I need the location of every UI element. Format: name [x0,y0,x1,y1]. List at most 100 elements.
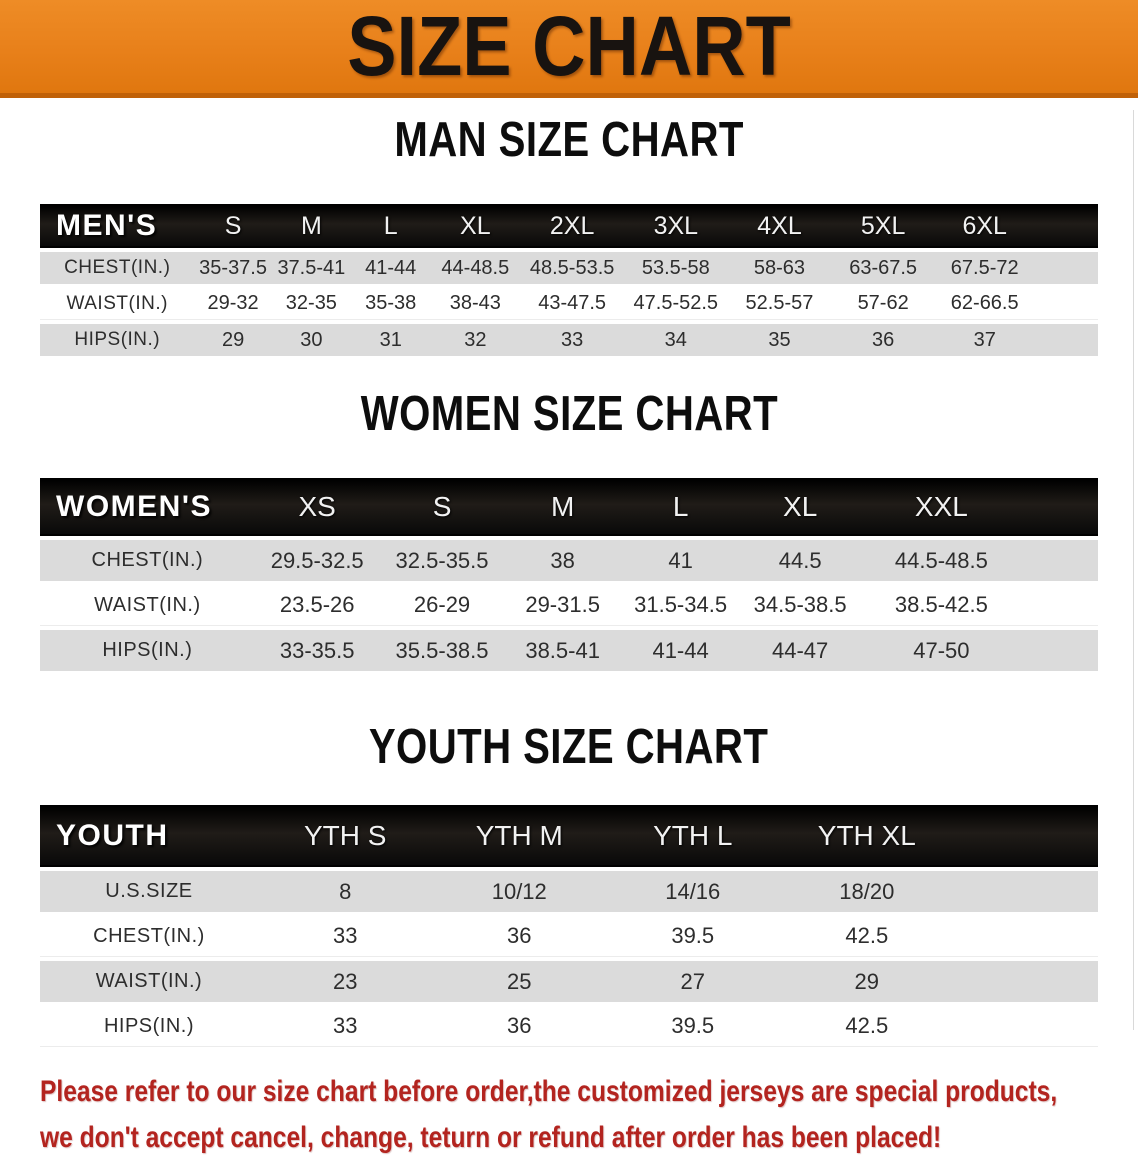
size-cell: 37 [934,324,1035,356]
size-cell: 29-32 [194,288,272,320]
size-cell: 63-67.5 [831,252,935,284]
size-column-header: L [351,204,431,248]
size-column-header: YTH M [432,805,606,867]
size-cell: 39.5 [606,916,780,957]
size-cell: 57-62 [831,288,935,320]
size-column-header: M [271,204,352,248]
table-row: WAIST(IN.) 29-32 32-35 35-38 38-43 43-47.5 47.… [40,288,1098,320]
youth-size-table-container: YOUTH YTH S YTH M YTH L YTH XL U.S.SIZE 8 10/12… [0,801,1138,1051]
row-label: HIPS(IN.) [40,630,255,671]
size-cell: 31.5-34.5 [620,585,741,626]
size-cell: 29 [779,961,955,1002]
size-cell: 25 [432,961,606,1002]
size-cell: 41 [620,540,741,581]
womens-corner-label: WOMEN'S [40,478,255,536]
size-column-header: XS [254,478,380,536]
table-row: CHEST(IN.) 35-37.5 37.5-41 41-44 44-48.5 48.5… [40,252,1098,284]
youth-header-row: YOUTH YTH S YTH M YTH L YTH XL [40,805,1098,867]
size-cell: 52.5-57 [727,288,832,320]
size-cell: 38.5-41 [504,630,621,671]
size-column-header: XXL [859,478,1023,536]
spacer-cell [954,871,1098,912]
size-column-header: 5XL [831,204,935,248]
row-label: CHEST(IN.) [40,540,255,581]
table-row: CHEST(IN.) 33 36 39.5 42.5 [40,916,1098,957]
table-row: U.S.SIZE 8 10/12 14/16 18/20 [40,871,1098,912]
size-cell: 33 [257,1006,433,1047]
row-label: CHEST(IN.) [40,916,258,957]
mens-size-table-container: MEN'S S M L XL 2XL 3XL 4XL 5XL 6XL CHEST(IN.) 35-37… [0,200,1138,360]
women-section-heading-text: WOMEN SIZE CHART [360,387,778,441]
spacer-cell [954,961,1098,1002]
size-cell: 44-47 [740,630,860,671]
size-cell: 47.5-52.5 [623,288,728,320]
row-label: WAIST(IN.) [40,961,258,1002]
spacer-cell [1034,252,1098,284]
size-cell: 18/20 [779,871,955,912]
size-column-header: S [194,204,272,248]
size-cell: 42.5 [779,916,955,957]
size-column-header: 3XL [623,204,728,248]
disclaimer-line-2: we don't accept cancel, change, teturn o… [40,1121,942,1154]
womens-size-table: WOMEN'S XS S M L XL XXL CHEST(IN.) 29.5-32.5 32.5… [40,474,1098,675]
size-cell: 32 [430,324,521,356]
size-cell: 43-47.5 [520,288,624,320]
man-section-heading-text: MAN SIZE CHART [394,113,744,167]
size-column-header: YTH L [606,805,780,867]
table-row: CHEST(IN.) 29.5-32.5 32.5-35.5 38 41 44.5 44.5… [40,540,1098,581]
size-cell: 10/12 [432,871,606,912]
size-cell: 62-66.5 [934,288,1035,320]
row-label: HIPS(IN.) [40,324,195,356]
disclaimer: Please refer to our size chart before or… [40,1069,1138,1161]
spacer-cell [954,1006,1098,1047]
size-cell: 31 [351,324,431,356]
row-label: WAIST(IN.) [40,585,255,626]
size-column-header: 2XL [520,204,624,248]
spacer-cell [1034,288,1098,320]
size-cell: 47-50 [859,630,1023,671]
table-row: WAIST(IN.) 23.5-26 26-29 29-31.5 31.5-34.5 34… [40,585,1098,626]
size-cell: 32.5-35.5 [379,540,505,581]
mens-header-row: MEN'S S M L XL 2XL 3XL 4XL 5XL 6XL [40,204,1098,248]
spacer-cell [1022,630,1098,671]
size-column-header: XL [740,478,860,536]
banner-title: SIZE CHART [347,0,791,93]
spacer-cell [1034,204,1098,248]
size-cell: 35 [727,324,832,356]
size-cell: 29-31.5 [504,585,621,626]
size-column-header: 6XL [934,204,1035,248]
youth-section-heading-text: YOUTH SIZE CHART [369,720,769,774]
size-cell: 38.5-42.5 [859,585,1023,626]
row-label: CHEST(IN.) [40,252,195,284]
size-cell: 23.5-26 [254,585,380,626]
size-cell: 35.5-38.5 [379,630,505,671]
size-cell: 33 [257,916,433,957]
size-chart-banner: SIZE CHART [0,0,1138,98]
row-label: HIPS(IN.) [40,1006,258,1047]
youth-section-heading: YOUTH SIZE CHART [0,721,1138,785]
women-section-heading: WOMEN SIZE CHART [0,388,1138,452]
size-column-header: YTH XL [779,805,955,867]
size-cell: 41-44 [620,630,741,671]
size-cell: 38-43 [430,288,521,320]
size-column-header: M [504,478,621,536]
spacer-cell [954,916,1098,957]
row-label: WAIST(IN.) [40,288,195,320]
spacer-cell [1034,324,1098,356]
size-cell: 32-35 [271,288,352,320]
size-cell: 34 [623,324,728,356]
size-cell: 36 [831,324,935,356]
size-cell: 34.5-38.5 [740,585,860,626]
youth-corner-label: YOUTH [40,805,258,867]
size-cell: 8 [257,871,433,912]
man-section-heading: MAN SIZE CHART [0,114,1138,178]
row-label: U.S.SIZE [40,871,258,912]
size-cell: 27 [606,961,780,1002]
size-cell: 29.5-32.5 [254,540,380,581]
size-cell: 36 [432,916,606,957]
size-cell: 33 [520,324,624,356]
size-cell: 67.5-72 [934,252,1035,284]
size-cell: 35-38 [351,288,431,320]
size-cell: 48.5-53.5 [520,252,624,284]
mens-size-table: MEN'S S M L XL 2XL 3XL 4XL 5XL 6XL CHEST(IN.) 35-37… [40,200,1098,360]
